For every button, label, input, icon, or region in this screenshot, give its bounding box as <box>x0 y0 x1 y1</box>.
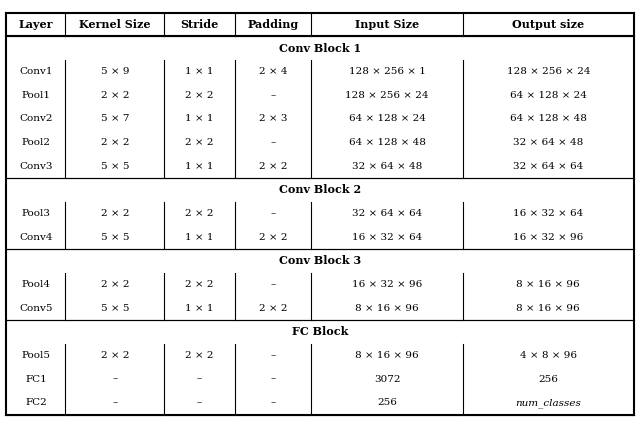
Text: –: – <box>270 351 276 360</box>
Text: –: – <box>270 375 276 384</box>
Text: 2 × 2: 2 × 2 <box>186 91 214 100</box>
Text: –: – <box>270 209 276 218</box>
Text: 32 × 64 × 48: 32 × 64 × 48 <box>352 162 422 171</box>
Text: –: – <box>197 375 202 384</box>
Text: 5 × 9: 5 × 9 <box>100 67 129 76</box>
Text: –: – <box>270 280 276 289</box>
Text: 2 × 2: 2 × 2 <box>186 351 214 360</box>
Text: Kernel Size: Kernel Size <box>79 19 150 30</box>
Text: 2 × 2: 2 × 2 <box>186 280 214 289</box>
Text: 5 × 5: 5 × 5 <box>100 304 129 313</box>
Text: 64 × 128 × 48: 64 × 128 × 48 <box>349 138 426 147</box>
Text: Output size: Output size <box>512 19 584 30</box>
Text: Conv2: Conv2 <box>19 115 52 124</box>
Text: 32 × 64 × 64: 32 × 64 × 64 <box>352 209 422 218</box>
Text: Pool2: Pool2 <box>21 138 51 147</box>
Text: 2 × 4: 2 × 4 <box>259 67 287 76</box>
Text: –: – <box>112 375 118 384</box>
Text: 1 × 1: 1 × 1 <box>186 67 214 76</box>
Text: 4 × 8 × 96: 4 × 8 × 96 <box>520 351 577 360</box>
Text: Pool1: Pool1 <box>21 91 51 100</box>
Text: 128 × 256 × 24: 128 × 256 × 24 <box>346 91 429 100</box>
Text: 2 × 2: 2 × 2 <box>100 351 129 360</box>
Text: 256: 256 <box>377 398 397 407</box>
Text: FC Block: FC Block <box>292 326 348 337</box>
Text: Pool4: Pool4 <box>21 280 51 289</box>
Text: –: – <box>270 398 276 407</box>
Text: –: – <box>112 398 118 407</box>
Text: num_classes: num_classes <box>515 398 581 408</box>
Text: 2 × 2: 2 × 2 <box>186 209 214 218</box>
Text: 2 × 2: 2 × 2 <box>259 304 287 313</box>
Text: –: – <box>270 138 276 147</box>
Text: Conv3: Conv3 <box>19 162 52 171</box>
Text: Conv Block 1: Conv Block 1 <box>279 42 361 53</box>
Text: 64 × 128 × 24: 64 × 128 × 24 <box>349 115 426 124</box>
Text: 2 × 2: 2 × 2 <box>100 91 129 100</box>
Text: Pool5: Pool5 <box>21 351 51 360</box>
Text: –: – <box>270 91 276 100</box>
Text: 8 × 16 × 96: 8 × 16 × 96 <box>355 304 419 313</box>
Text: 2 × 2: 2 × 2 <box>100 138 129 147</box>
Text: 128 × 256 × 1: 128 × 256 × 1 <box>349 67 426 76</box>
Text: 16 × 32 × 64: 16 × 32 × 64 <box>513 209 584 218</box>
Text: Input Size: Input Size <box>355 19 419 30</box>
Text: 2 × 2: 2 × 2 <box>100 280 129 289</box>
Text: 16 × 32 × 96: 16 × 32 × 96 <box>352 280 422 289</box>
Text: Conv Block 3: Conv Block 3 <box>279 255 361 266</box>
Text: 32 × 64 × 64: 32 × 64 × 64 <box>513 162 584 171</box>
Text: 1 × 1: 1 × 1 <box>186 115 214 124</box>
Text: 1 × 1: 1 × 1 <box>186 304 214 313</box>
Text: 1 × 1: 1 × 1 <box>186 162 214 171</box>
Text: 1 × 1: 1 × 1 <box>186 233 214 242</box>
Text: Conv Block 2: Conv Block 2 <box>279 184 361 195</box>
Text: 64 × 128 × 48: 64 × 128 × 48 <box>510 115 587 124</box>
Text: Layer: Layer <box>19 19 53 30</box>
Text: Conv5: Conv5 <box>19 304 52 313</box>
Text: 64 × 128 × 24: 64 × 128 × 24 <box>510 91 587 100</box>
Text: FC1: FC1 <box>25 375 47 384</box>
Text: Padding: Padding <box>247 19 299 30</box>
Text: 8 × 16 × 96: 8 × 16 × 96 <box>516 280 580 289</box>
Text: 8 × 16 × 96: 8 × 16 × 96 <box>355 351 419 360</box>
Text: 2 × 2: 2 × 2 <box>259 233 287 242</box>
Text: 5 × 5: 5 × 5 <box>100 233 129 242</box>
Text: 5 × 7: 5 × 7 <box>100 115 129 124</box>
Text: 16 × 32 × 64: 16 × 32 × 64 <box>352 233 422 242</box>
Text: 5 × 5: 5 × 5 <box>100 162 129 171</box>
Text: Stride: Stride <box>180 19 219 30</box>
Text: FC2: FC2 <box>25 398 47 407</box>
Text: 3072: 3072 <box>374 375 401 384</box>
Text: Conv4: Conv4 <box>19 233 52 242</box>
Text: 2 × 3: 2 × 3 <box>259 115 287 124</box>
Text: 2 × 2: 2 × 2 <box>100 209 129 218</box>
Text: –: – <box>197 398 202 407</box>
Text: 16 × 32 × 96: 16 × 32 × 96 <box>513 233 584 242</box>
Text: Pool3: Pool3 <box>21 209 51 218</box>
Text: 256: 256 <box>538 375 558 384</box>
Text: 2 × 2: 2 × 2 <box>186 138 214 147</box>
Text: 128 × 256 × 24: 128 × 256 × 24 <box>506 67 590 76</box>
Text: 2 × 2: 2 × 2 <box>259 162 287 171</box>
Text: 8 × 16 × 96: 8 × 16 × 96 <box>516 304 580 313</box>
Text: 32 × 64 × 48: 32 × 64 × 48 <box>513 138 584 147</box>
Text: Conv1: Conv1 <box>19 67 52 76</box>
